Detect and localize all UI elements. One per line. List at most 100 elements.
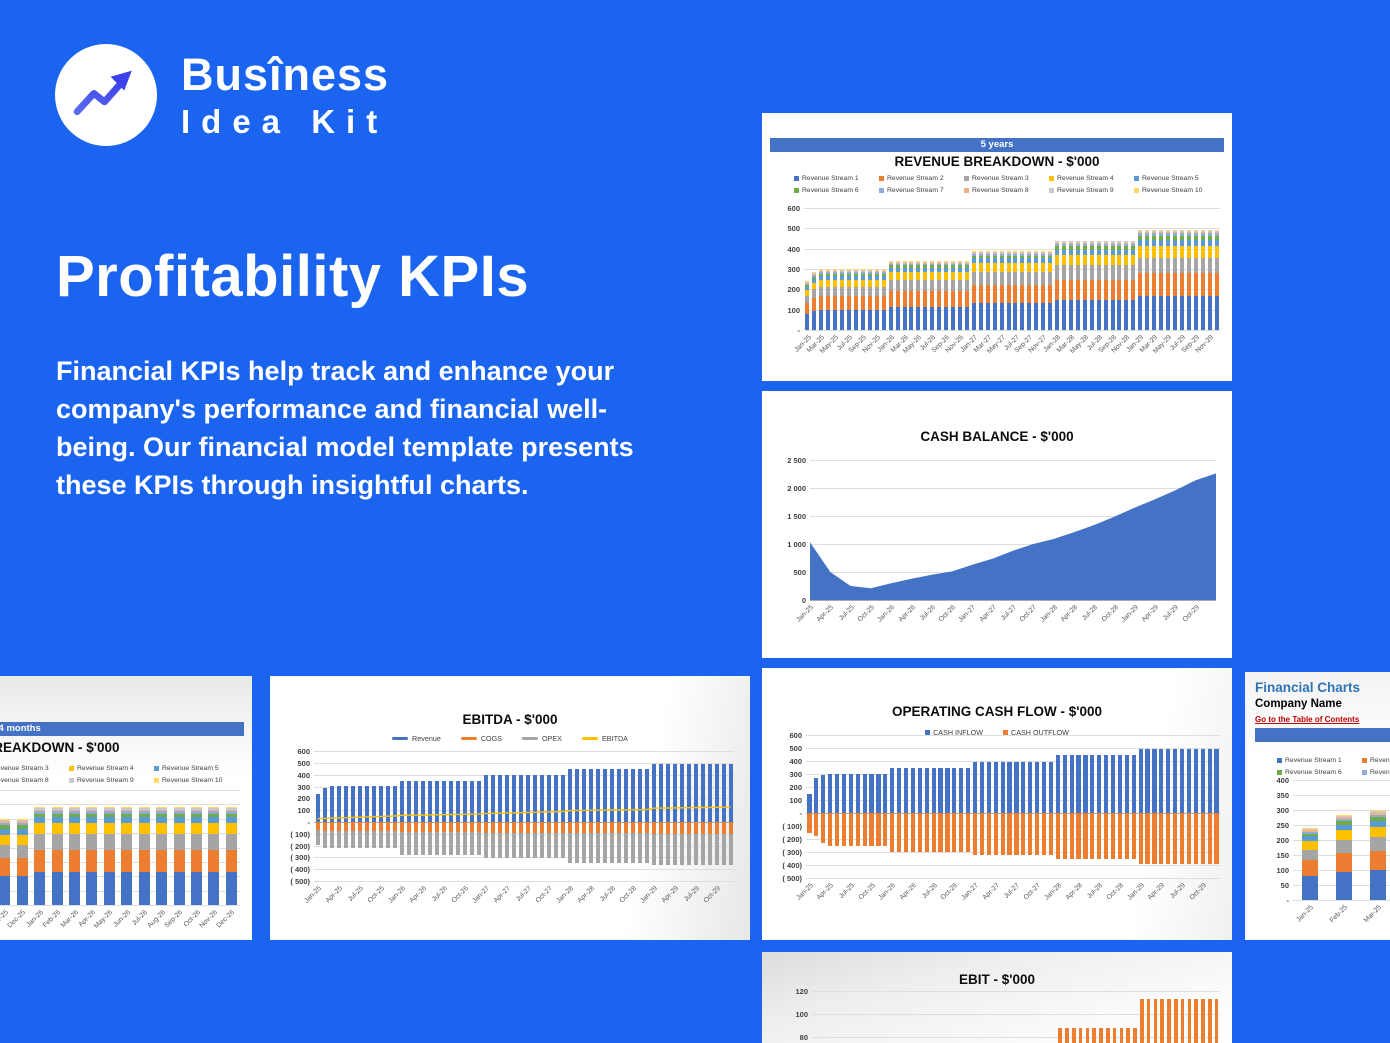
bar-segment: [978, 302, 983, 330]
stacked-bar: [1207, 230, 1212, 330]
bar-negative: [588, 821, 593, 834]
legend-marker: [794, 175, 799, 181]
stacked-bar: [1152, 230, 1157, 330]
bar-segment: [1124, 279, 1129, 300]
legend-label: CASH OUTFLOW: [1011, 728, 1069, 737]
bar-segment: [999, 252, 1004, 254]
bar-segment: [937, 271, 942, 281]
y-tick-label: ( 200): [782, 835, 802, 844]
bar-segment: [1117, 242, 1122, 245]
bar-segment: [34, 813, 46, 818]
bar-segment: [902, 261, 907, 263]
bar-positive: [490, 775, 495, 822]
bar-segment: [138, 834, 150, 851]
panel-revenue-breakdown-5y: 5 years REVENUE BREAKDOWN - $'000 Revenu…: [762, 113, 1232, 381]
x-tick-label: Mar-25: [1363, 904, 1384, 925]
bar-segment: [985, 252, 990, 254]
y-tick-label: 600: [787, 204, 800, 213]
bar-segment: [1302, 828, 1319, 830]
bar-segment: [923, 261, 928, 263]
stacked-bar: [1071, 1027, 1076, 1043]
bar-segment: [1166, 231, 1170, 233]
bar-segment: [1138, 239, 1143, 247]
bar-negative: [406, 821, 411, 832]
bar-positive: [616, 769, 621, 822]
bar-segment: [978, 272, 983, 286]
bar-segment: [1089, 241, 1094, 243]
bar-segment: [1166, 239, 1170, 247]
bar-segment: [208, 809, 220, 812]
bar-segment: [1145, 246, 1150, 258]
bar-segment: [1092, 1027, 1097, 1043]
bar-segment: [854, 309, 858, 330]
stacked-bar: [1085, 1027, 1090, 1043]
bar-segment: [1055, 279, 1060, 300]
bar-segment: [138, 822, 150, 835]
bar-negative: [525, 821, 530, 833]
legend-item: Revenue Stream 10: [154, 774, 239, 786]
stacked-bar: [958, 260, 962, 330]
bar-negative: [1173, 813, 1178, 864]
y-tick-label: 400: [1276, 776, 1289, 785]
bar-segment: [1020, 262, 1025, 273]
bar-segment: [978, 251, 983, 253]
stacked-bar: [1186, 230, 1191, 330]
bar-segment: [999, 262, 1004, 273]
bar-segment: [1179, 239, 1184, 247]
bar-segment: [1048, 250, 1053, 252]
bar-segment: [805, 303, 810, 314]
bar-segment: [874, 287, 879, 297]
bar-negative: [721, 821, 726, 834]
bar-segment: [854, 273, 858, 277]
bar-segment: [1020, 253, 1025, 256]
bar-negative: [707, 821, 712, 834]
table-of-contents-link[interactable]: Go to the Table of Contents: [1255, 715, 1360, 724]
y-tick-label: ( 500): [782, 874, 802, 883]
bar-segment: [902, 280, 907, 292]
bar-segment: [1089, 265, 1094, 280]
bar-segment: [1200, 257, 1205, 274]
stacked-bar: [1058, 1027, 1063, 1043]
bar-segment: [1214, 295, 1219, 330]
bar-segment: [1020, 258, 1025, 263]
bar-segment: [1179, 233, 1184, 236]
bar-segment: [69, 809, 81, 812]
stacked-bar: [1153, 999, 1158, 1043]
bar-segment: [985, 272, 990, 286]
bar-negative: [1145, 813, 1150, 864]
bar-segment: [34, 822, 46, 835]
bar-segment: [854, 287, 858, 297]
bar-segment: [992, 251, 997, 253]
bar-segment: [895, 263, 900, 266]
bar-negative: [1076, 813, 1081, 860]
stacked-bar: [1065, 1027, 1069, 1043]
bar-segment: [916, 280, 921, 292]
bar-negative: [623, 821, 628, 834]
bar-segment: [916, 262, 921, 264]
legend-item: Revenue Stream 7: [1362, 766, 1390, 778]
legend-marker: [522, 737, 538, 740]
bar-segment: [937, 263, 942, 266]
bar-segment: [86, 834, 98, 851]
bar-segment: [1172, 230, 1177, 232]
bar-negative: [637, 833, 642, 864]
bar-segment: [971, 302, 976, 330]
bar-segment: [69, 822, 81, 835]
bar-segment: [1145, 230, 1150, 232]
bar-negative: [357, 831, 362, 848]
bar-segment: [1159, 295, 1164, 330]
bar-segment: [854, 270, 858, 273]
bar-positive: [1200, 749, 1205, 813]
bar-segment: [999, 258, 1004, 263]
gridline: [0, 833, 240, 835]
bar-segment: [190, 850, 202, 872]
bar-segment: [958, 262, 962, 264]
stacked-bar: [999, 250, 1004, 330]
bar-segment: [156, 811, 168, 814]
bar-negative: [1048, 813, 1054, 856]
bar-positive: [1097, 755, 1102, 813]
bar-positive: [413, 781, 418, 822]
bar-segment: [1096, 242, 1101, 245]
bar-segment: [103, 871, 115, 905]
bar-negative: [1166, 813, 1171, 864]
